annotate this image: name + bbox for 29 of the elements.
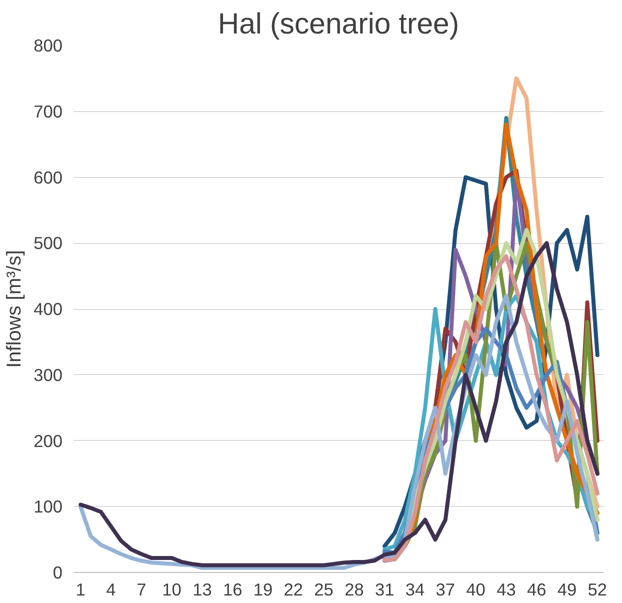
y-tick-label: 800 [34, 36, 63, 56]
y-tick-label: 200 [34, 430, 63, 451]
x-tick-label: 7 [136, 580, 146, 600]
x-tick-label: 1 [76, 580, 86, 600]
y-tick-label: 300 [34, 364, 63, 385]
y-tick-label: 700 [34, 101, 63, 122]
x-tick-label: 40 [466, 580, 486, 600]
y-tick-label: 0 [52, 562, 63, 582]
x-tick-label: 37 [436, 580, 456, 600]
x-tick-label: 16 [222, 580, 242, 600]
x-tick-label: 25 [314, 580, 334, 600]
y-axis-title: Inflows [m³/s] [4, 250, 26, 368]
x-tick-label: 19 [253, 580, 273, 600]
x-tick-label: 49 [557, 580, 577, 600]
chart-title: Hal (scenario tree) [218, 8, 460, 40]
y-tick-label: 600 [34, 167, 63, 188]
x-tick-label: 10 [162, 580, 182, 600]
x-tick-label: 22 [284, 580, 304, 600]
x-tick-label: 13 [192, 580, 212, 600]
x-tick-label: 52 [588, 580, 608, 600]
x-tick-label: 4 [106, 580, 116, 600]
x-tick-label: 46 [526, 580, 546, 600]
x-tick-label: 28 [344, 580, 364, 600]
y-tick-label: 100 [34, 496, 63, 517]
y-tick-label: 400 [34, 299, 63, 319]
x-tick-label: 31 [374, 580, 394, 600]
x-tick-label: 34 [405, 580, 426, 600]
x-tick-label: 43 [496, 580, 516, 600]
y-tick-label: 500 [34, 233, 63, 254]
